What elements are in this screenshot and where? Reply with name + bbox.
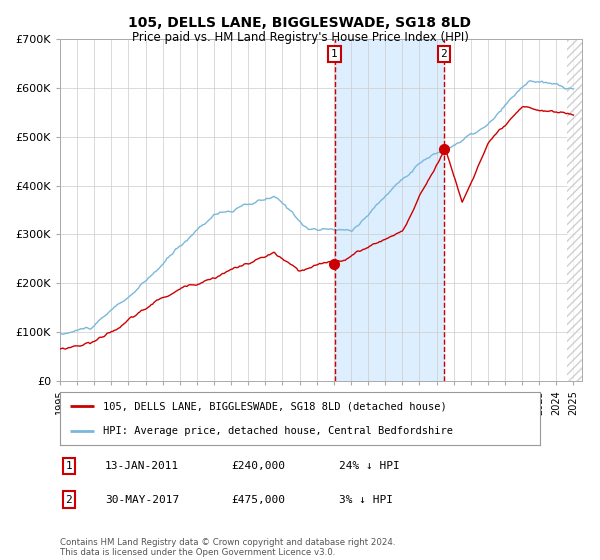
Text: 3% ↓ HPI: 3% ↓ HPI: [339, 494, 393, 505]
Text: Price paid vs. HM Land Registry's House Price Index (HPI): Price paid vs. HM Land Registry's House …: [131, 31, 469, 44]
Text: 13-JAN-2011: 13-JAN-2011: [105, 461, 179, 471]
Text: £475,000: £475,000: [231, 494, 285, 505]
Text: 24% ↓ HPI: 24% ↓ HPI: [339, 461, 400, 471]
Text: 105, DELLS LANE, BIGGLESWADE, SG18 8LD (detached house): 105, DELLS LANE, BIGGLESWADE, SG18 8LD (…: [103, 402, 447, 412]
Text: Contains HM Land Registry data © Crown copyright and database right 2024.
This d: Contains HM Land Registry data © Crown c…: [60, 538, 395, 557]
Text: 30-MAY-2017: 30-MAY-2017: [105, 494, 179, 505]
Bar: [335, 39, 444, 381]
Text: 1: 1: [65, 461, 73, 471]
Text: 105, DELLS LANE, BIGGLESWADE, SG18 8LD: 105, DELLS LANE, BIGGLESWADE, SG18 8LD: [128, 16, 472, 30]
Text: HPI: Average price, detached house, Central Bedfordshire: HPI: Average price, detached house, Cent…: [103, 426, 453, 436]
Text: 1: 1: [331, 49, 338, 59]
Text: £240,000: £240,000: [231, 461, 285, 471]
Text: 2: 2: [65, 494, 73, 505]
Text: 2: 2: [440, 49, 447, 59]
